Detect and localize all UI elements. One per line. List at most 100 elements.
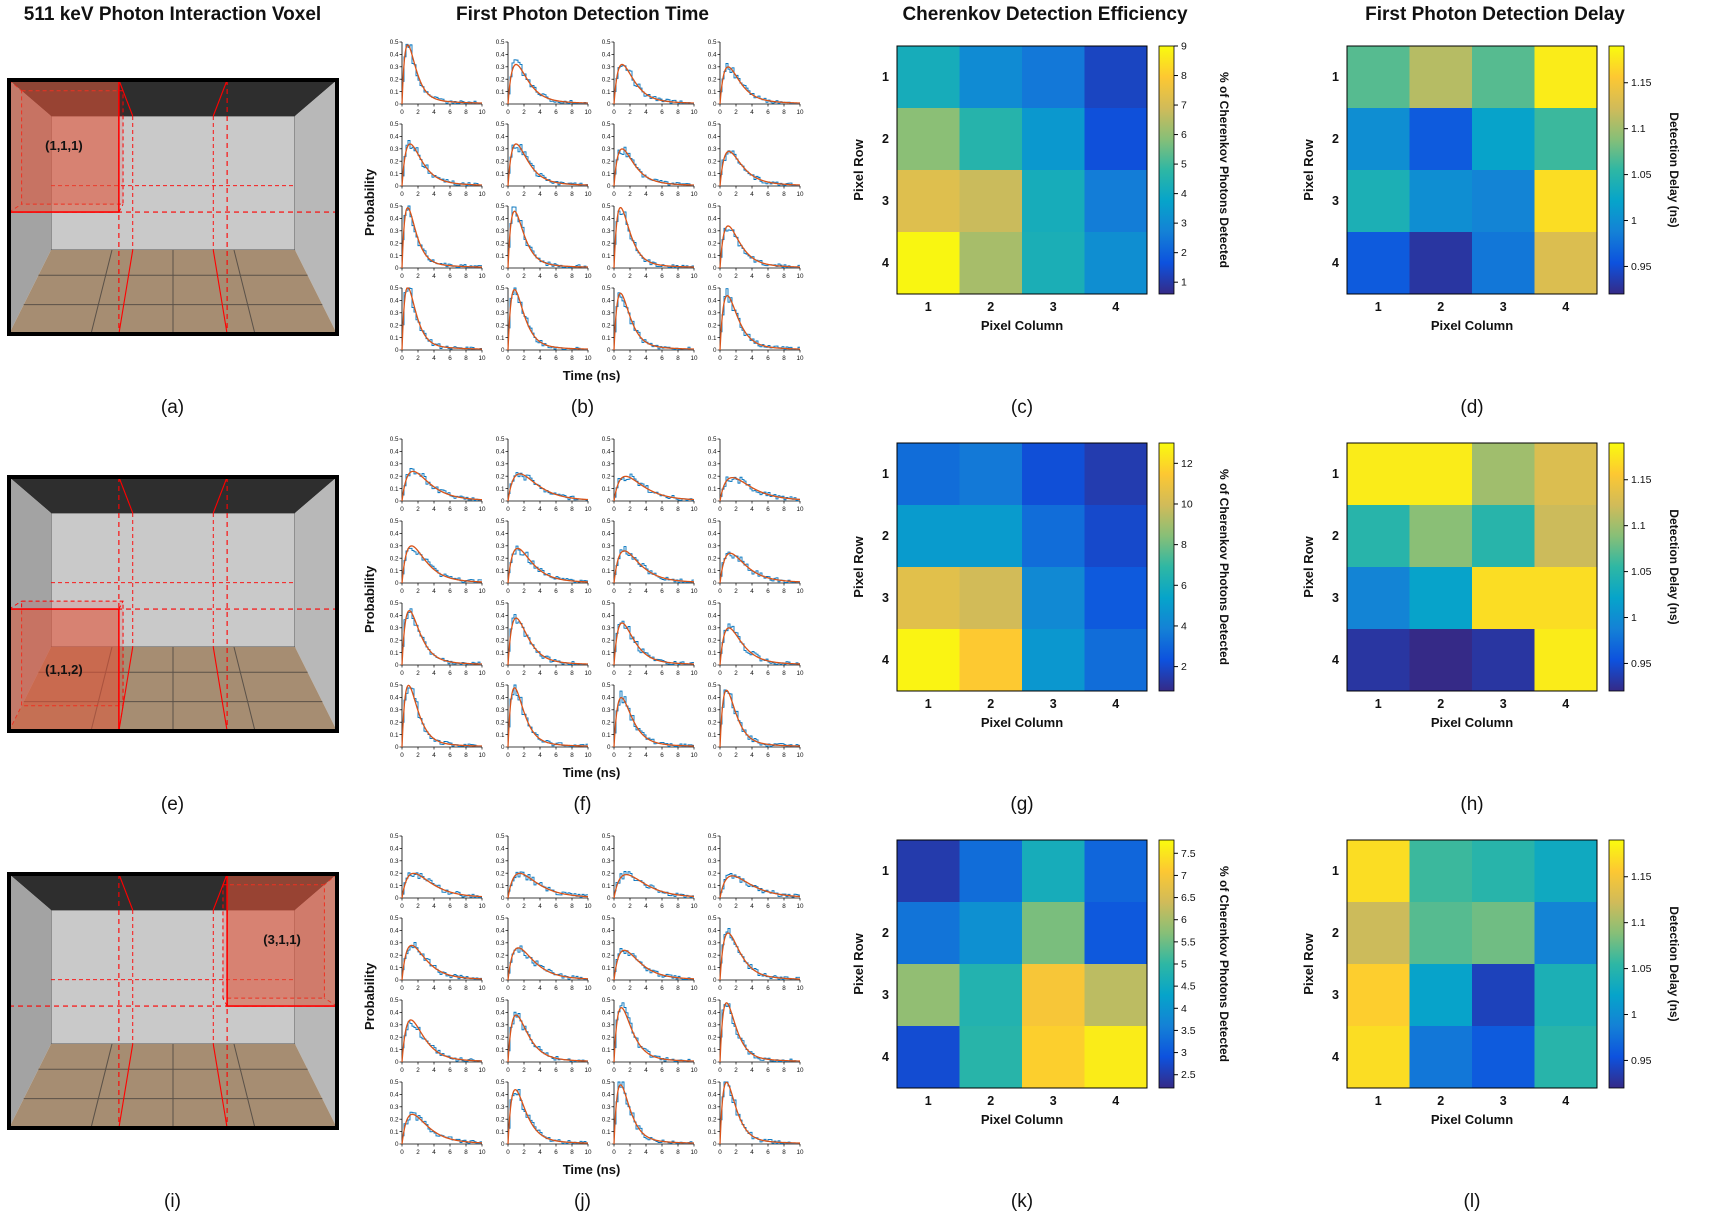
svg-text:0: 0	[394, 265, 398, 272]
svg-text:0.3: 0.3	[707, 461, 716, 468]
histogram-subplot: 0 0.1 0.2 0.3 0.4 0.5 0 2 4 6 8 10	[601, 121, 697, 198]
histogram-subplot: 0 0.1 0.2 0.3 0.4 0.5 0 2 4 6 8 10	[707, 833, 803, 910]
svg-text:8: 8	[782, 191, 786, 198]
svg-text:0.4: 0.4	[707, 298, 716, 305]
svg-text:2: 2	[1332, 529, 1339, 543]
svg-text:0.4: 0.4	[495, 298, 504, 305]
svg-text:2: 2	[882, 529, 889, 543]
svg-text:2: 2	[522, 670, 526, 677]
hist-fit-line	[400, 206, 482, 269]
heatmap-cell-r3c2	[1409, 170, 1473, 233]
svg-text:0.4: 0.4	[601, 298, 610, 305]
svg-text:0.5: 0.5	[495, 682, 504, 689]
svg-text:10: 10	[478, 985, 486, 992]
svg-text:2: 2	[628, 985, 632, 992]
hist-ylabel: Probability	[361, 168, 377, 236]
svg-text:2: 2	[416, 752, 420, 759]
histogram-subplot: 0 0.1 0.2 0.3 0.4 0.5 0 2 4 6 8 10	[495, 1079, 591, 1156]
svg-text:2: 2	[416, 588, 420, 595]
panel-b: Probability 0 0.1 0.2 0.3 0.4 0.5 0 2 4 6 8 10 0 0.1 0.…	[345, 30, 820, 427]
hist-step-line	[401, 941, 482, 980]
heatmap-cell-r1c3	[1022, 840, 1085, 903]
heatmap-cell-r4c2	[959, 232, 1023, 295]
svg-text:0: 0	[718, 1067, 722, 1074]
svg-text:0.4: 0.4	[601, 531, 610, 538]
heatmap-cell-r4c4	[1534, 1026, 1598, 1089]
svg-text:4: 4	[432, 109, 436, 116]
svg-text:8: 8	[464, 1149, 468, 1156]
svg-text:0: 0	[500, 977, 504, 984]
svg-text:0.5: 0.5	[601, 833, 610, 840]
svg-text:0.2: 0.2	[495, 322, 504, 329]
svg-text:0.2: 0.2	[601, 473, 610, 480]
crystal-outline	[6, 475, 339, 733]
svg-text:6: 6	[448, 1067, 452, 1074]
svg-text:0.1: 0.1	[601, 883, 610, 890]
heatmap-delay-l: 1 2 3 4 1 2 3 4 Pixel Row Pixel Column 0.95 1 1.05 1.…	[1299, 832, 1691, 1133]
hist-step-line	[719, 689, 800, 747]
svg-text:2: 2	[522, 903, 526, 910]
hist-fit-line	[718, 1081, 800, 1145]
histogram-subplot: 0 0.1 0.2 0.3 0.4 0.5 0 2 4 6 8 10	[707, 39, 803, 116]
histogram-subplot: 0 0.1 0.2 0.3 0.4 0.5 0 2 4 6 8 10	[495, 39, 591, 116]
svg-text:2: 2	[1332, 926, 1339, 940]
svg-text:6: 6	[660, 355, 664, 362]
svg-text:0: 0	[400, 506, 404, 513]
svg-text:8: 8	[464, 985, 468, 992]
svg-text:0.4: 0.4	[495, 928, 504, 935]
svg-text:0.3: 0.3	[389, 310, 398, 317]
svg-text:6: 6	[448, 752, 452, 759]
svg-text:0: 0	[394, 744, 398, 751]
svg-text:10: 10	[690, 903, 698, 910]
hist-fit-line	[400, 44, 482, 105]
heatmap-efficiency-k: 1 2 3 4 1 2 3 4 Pixel Row Pixel Column 2.5 3 3.5 4 4.5…	[849, 832, 1241, 1133]
svg-text:Detection Delay (ns): Detection Delay (ns)	[1667, 112, 1681, 227]
svg-text:0.3: 0.3	[707, 64, 716, 71]
heatmap-cell-r3c3	[1472, 170, 1535, 233]
hist-step-line	[401, 205, 482, 268]
svg-text:0.5: 0.5	[495, 997, 504, 1004]
svg-text:4: 4	[538, 273, 542, 280]
svg-text:Pixel Row: Pixel Row	[851, 535, 866, 597]
svg-text:4: 4	[432, 355, 436, 362]
svg-text:4: 4	[882, 1050, 889, 1064]
svg-text:Pixel Row: Pixel Row	[1301, 138, 1316, 200]
svg-text:0.4: 0.4	[707, 134, 716, 141]
svg-text:0.2: 0.2	[601, 870, 610, 877]
svg-text:0.1: 0.1	[601, 335, 610, 342]
svg-text:4: 4	[432, 903, 436, 910]
svg-text:0: 0	[712, 662, 716, 669]
svg-text:0.3: 0.3	[707, 543, 716, 550]
heatmap-cell-r4c4	[1084, 629, 1148, 692]
svg-text:0.95: 0.95	[1631, 1055, 1652, 1067]
hist-xlabel: Time (ns)	[562, 765, 621, 780]
svg-text:0.2: 0.2	[707, 555, 716, 562]
svg-text:0.2: 0.2	[389, 1116, 398, 1123]
hist-fit-line	[718, 932, 800, 981]
histogram-subplot: 0 0.1 0.2 0.3 0.4 0.5 0 2 4 6 8 10	[389, 600, 485, 677]
hist-fit-line	[612, 1084, 694, 1145]
svg-text:0.4: 0.4	[601, 613, 610, 620]
panel-label-i: (i)	[164, 1191, 181, 1212]
svg-text:0.5: 0.5	[389, 39, 398, 46]
svg-text:0.3: 0.3	[389, 64, 398, 71]
hist-step-line	[613, 292, 694, 350]
svg-text:10: 10	[796, 355, 804, 362]
svg-text:2: 2	[416, 1067, 420, 1074]
svg-text:0.5: 0.5	[707, 436, 716, 443]
svg-text:8: 8	[570, 1149, 574, 1156]
svg-text:8: 8	[676, 273, 680, 280]
svg-text:0.3: 0.3	[601, 707, 610, 714]
svg-text:0.4: 0.4	[601, 846, 610, 853]
svg-text:0.2: 0.2	[389, 473, 398, 480]
svg-text:8: 8	[464, 506, 468, 513]
svg-text:2: 2	[734, 752, 738, 759]
svg-text:4: 4	[644, 1067, 648, 1074]
svg-text:10: 10	[1181, 498, 1193, 510]
svg-text:0.1: 0.1	[707, 1129, 716, 1136]
svg-text:0: 0	[612, 752, 616, 759]
svg-text:0.5: 0.5	[601, 915, 610, 922]
svg-text:0.3: 0.3	[495, 64, 504, 71]
panel-k: 1 2 3 4 1 2 3 4 Pixel Row Pixel Column 2.5 3 3.5 4 4.5…	[820, 824, 1270, 1221]
heatmap-cell-r2c2	[959, 108, 1023, 171]
